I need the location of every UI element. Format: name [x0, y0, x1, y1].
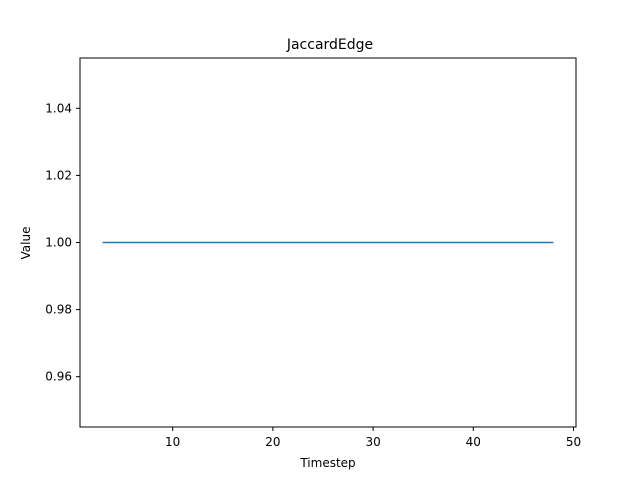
x-axis: 10 20 30 40 50	[165, 427, 581, 449]
y-axis: 0.96 0.98 1.00 1.02 1.04	[45, 101, 80, 384]
y-tick-label: 1.00	[45, 236, 72, 250]
x-tick-label: 30	[365, 435, 380, 449]
x-tick-label: 40	[466, 435, 481, 449]
chart-title: JaccardEdge	[286, 37, 373, 53]
x-tick-label: 10	[165, 435, 180, 449]
y-tick-label: 0.96	[45, 370, 72, 384]
x-tick-label: 50	[566, 435, 581, 449]
x-tick-label: 20	[265, 435, 280, 449]
x-axis-label: Timestep	[299, 456, 355, 470]
y-tick-label: 0.98	[45, 303, 72, 317]
y-tick-label: 1.02	[45, 168, 72, 182]
y-axis-label: Value	[19, 227, 33, 260]
y-tick-label: 1.04	[45, 101, 72, 115]
